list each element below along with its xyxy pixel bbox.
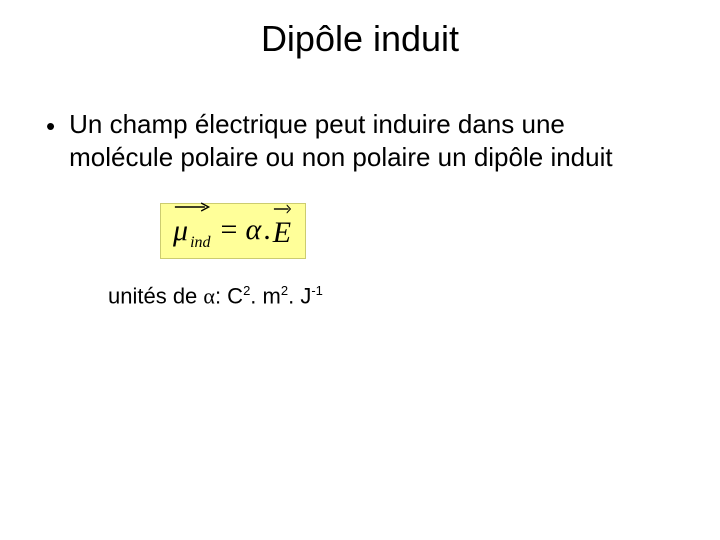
- dot-operator: .: [263, 213, 271, 247]
- bullet-text: Un champ électrique peut induire dans un…: [69, 108, 620, 173]
- slide-title: Dipôle induit: [40, 18, 680, 60]
- units-alpha: α: [203, 283, 215, 308]
- units-prefix: unités de: [108, 283, 203, 308]
- bullet-marker: •: [46, 110, 55, 143]
- bullet-item: • Un champ électrique peut induire dans …: [40, 108, 680, 173]
- alpha-symbol: α: [245, 213, 261, 247]
- mu-subscript: ind: [190, 234, 210, 251]
- mu-symbol: μ: [173, 214, 188, 247]
- units-line: unités de α: C2. m2. J-1: [108, 283, 680, 309]
- e-symbol: E: [273, 216, 291, 249]
- slide: Dipôle induit • Un champ électrique peut…: [0, 0, 720, 540]
- equals-sign: =: [221, 213, 238, 247]
- units-colon: :: [215, 283, 227, 308]
- e-vector: E: [273, 210, 291, 250]
- mu-vector: μind: [173, 208, 211, 252]
- units-c: C: [227, 283, 243, 308]
- units-m: . m: [250, 283, 281, 308]
- vector-arrow-icon: [273, 204, 291, 214]
- units-sup-neg1: -1: [311, 283, 323, 298]
- units-sup-2b: 2: [281, 283, 288, 298]
- equation: μind = α . E: [160, 203, 306, 259]
- vector-arrow-icon: [173, 202, 211, 212]
- equation-block: μind = α . E: [160, 203, 680, 259]
- units-j: . J: [288, 283, 311, 308]
